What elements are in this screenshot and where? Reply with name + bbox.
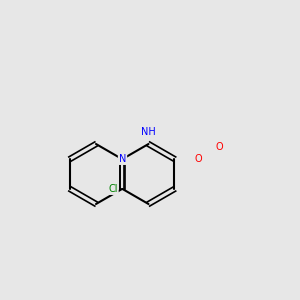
Text: Cl: Cl: [108, 184, 118, 194]
Text: N: N: [119, 154, 126, 164]
Text: O: O: [195, 154, 202, 164]
Text: O: O: [216, 142, 223, 152]
Text: NH: NH: [141, 127, 156, 137]
